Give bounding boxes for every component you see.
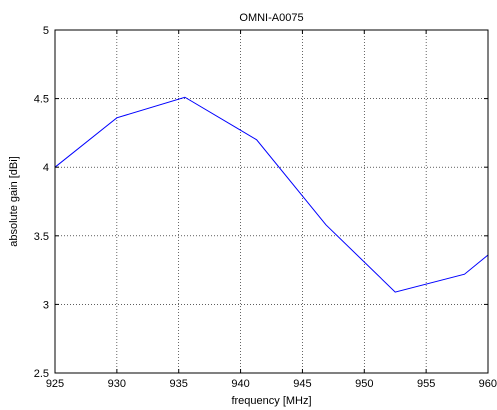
y-tick-label: 5 [43, 25, 49, 37]
y-tick-label: 3.5 [34, 231, 49, 243]
ticks [54, 29, 489, 374]
grid [55, 30, 488, 373]
x-tick-label: 955 [417, 378, 435, 390]
x-tick-label: 950 [355, 378, 373, 390]
x-tick-label: 935 [170, 378, 188, 390]
series-line [54, 96, 489, 293]
x-tick-label: 945 [293, 378, 311, 390]
x-tick-label: 930 [108, 378, 126, 390]
y-tick-label: 2.5 [34, 368, 49, 380]
x-tick-labels: 925 930 935 940 945 950 955 960 [46, 378, 497, 390]
y-tick-label: 4.5 [34, 94, 49, 106]
plot-background [55, 30, 488, 373]
chart-title: OMNI-A0075 [239, 12, 303, 24]
y-tick-label: 4 [43, 162, 49, 174]
y-axis-label: absolute gain [dBi] [8, 156, 20, 247]
x-axis-label: frequency [MHz] [231, 395, 311, 407]
y-tick-label: 3 [43, 299, 49, 311]
y-tick-labels: 2.5 3 3.5 4 4.5 5 [34, 25, 49, 380]
series-group [54, 96, 489, 293]
plot-frame [54, 29, 489, 374]
x-tick-label: 960 [479, 378, 497, 390]
x-tick-label: 940 [231, 378, 249, 390]
x-tick-label: 925 [46, 378, 64, 390]
